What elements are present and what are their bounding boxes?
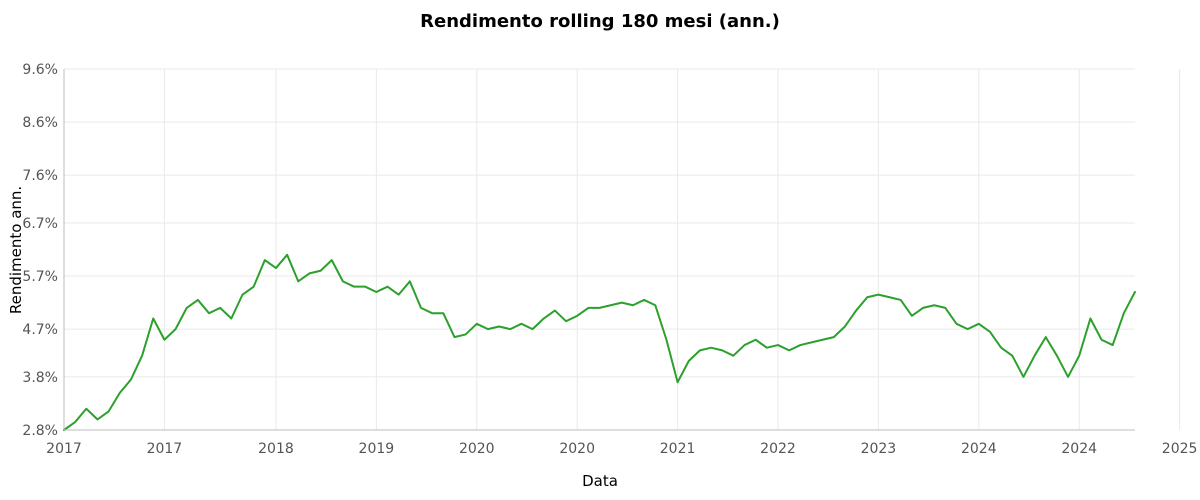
chart-title: Rendimento rolling 180 mesi (ann.) bbox=[420, 11, 780, 32]
series-layer bbox=[63, 253, 1136, 431]
y-tick-label: 4.7% bbox=[22, 322, 58, 338]
y-axis-label: Rendimento ann. bbox=[7, 186, 25, 314]
x-tick-label: 2024 bbox=[961, 441, 997, 457]
x-tick-label: 2021 bbox=[660, 441, 696, 457]
y-tick-label: 7.6% bbox=[22, 168, 58, 184]
x-tick-label: 2020 bbox=[459, 441, 495, 457]
grid bbox=[63, 68, 1181, 431]
y-tick-label: 9.6% bbox=[22, 62, 58, 78]
x-tick-label: 2024 bbox=[1061, 441, 1097, 457]
x-tick-label: 2019 bbox=[359, 441, 395, 457]
x-tick-label: 2018 bbox=[258, 441, 294, 457]
y-tick-labels: 2.8% 3.8% 4.7% 5.7% 6.7% 7.6% 8.6% 9.6% bbox=[22, 62, 58, 439]
x-tick-label: 2025 bbox=[1162, 441, 1198, 457]
x-tick-label: 2022 bbox=[760, 441, 796, 457]
y-tick-label: 5.7% bbox=[22, 269, 58, 285]
y-tick-label: 3.8% bbox=[22, 370, 58, 386]
y-tick-label: 6.7% bbox=[22, 216, 58, 232]
x-tick-label: 2017 bbox=[147, 441, 183, 457]
x-tick-label: 2023 bbox=[861, 441, 897, 457]
x-tick-label: 2020 bbox=[559, 441, 595, 457]
x-tick-labels: 2017 2017 2018 2019 2020 2020 2021 2022 2023 2024… bbox=[46, 441, 1197, 457]
x-tick-label: 2017 bbox=[46, 441, 82, 457]
series-line-1 bbox=[63, 253, 1136, 431]
x-axis-label: Data bbox=[582, 472, 618, 490]
y-tick-label: 8.6% bbox=[22, 115, 58, 131]
y-tick-label: 2.8% bbox=[22, 423, 58, 439]
